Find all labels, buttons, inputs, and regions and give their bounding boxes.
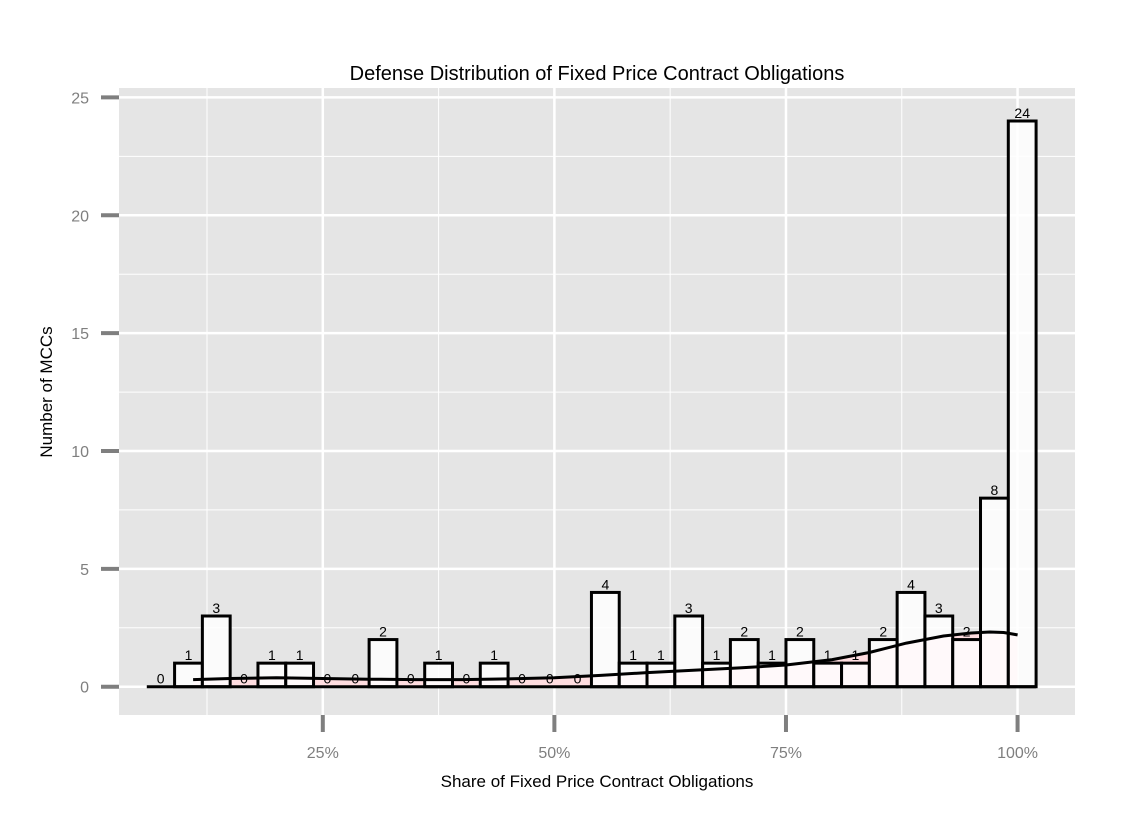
bar-count-label: 1 bbox=[852, 647, 860, 663]
histogram-bar bbox=[200, 614, 232, 689]
bar-count-label: 3 bbox=[212, 600, 220, 616]
histogram-bar bbox=[645, 661, 677, 689]
histogram-bar bbox=[728, 638, 760, 689]
y-axis-title: Number of MCCs bbox=[37, 326, 56, 457]
histogram-bar bbox=[951, 638, 983, 689]
density-curve bbox=[193, 630, 1018, 682]
bar-count-label: 2 bbox=[963, 624, 971, 640]
bar-count-label: 1 bbox=[713, 647, 721, 663]
y-tick-label: 20 bbox=[71, 208, 89, 225]
y-tick-label: 10 bbox=[71, 444, 89, 461]
histogram-bar bbox=[701, 661, 732, 689]
bar-count-label: 0 bbox=[462, 671, 470, 687]
bar-count-label: 0 bbox=[351, 671, 359, 687]
bar-count-label: 4 bbox=[907, 576, 915, 592]
bar-count-label: 8 bbox=[991, 482, 999, 498]
histogram-bar bbox=[284, 661, 316, 689]
bar-count-label: 24 bbox=[1014, 105, 1030, 121]
histogram-bar bbox=[840, 661, 871, 689]
histogram-bar bbox=[423, 661, 454, 689]
bar-count-label: 1 bbox=[268, 647, 276, 663]
bar-count-label: 2 bbox=[740, 624, 748, 640]
histogram-bar bbox=[673, 614, 705, 689]
histogram-bar bbox=[1006, 119, 1038, 689]
chart-title: Defense Distribution of Fixed Price Cont… bbox=[350, 63, 845, 85]
bar-count-label: 3 bbox=[935, 600, 943, 616]
bar-count-label: 1 bbox=[629, 647, 637, 663]
bar-count-label: 0 bbox=[324, 671, 332, 687]
bar-count-label: 1 bbox=[435, 647, 443, 663]
bar-count-label: 1 bbox=[185, 647, 193, 663]
histogram-bar bbox=[812, 661, 844, 689]
histogram-bar bbox=[979, 496, 1010, 689]
x-tick-label: 25% bbox=[307, 745, 339, 762]
bar-count-label: 1 bbox=[657, 647, 665, 663]
bar-count-label: 2 bbox=[379, 624, 387, 640]
y-tick-label: 5 bbox=[80, 562, 89, 579]
x-tick-label: 75% bbox=[770, 745, 802, 762]
bar-count-label: 3 bbox=[685, 600, 693, 616]
bar-count-label: 2 bbox=[796, 624, 804, 640]
bar-count-label: 0 bbox=[574, 671, 582, 687]
histogram-bar bbox=[256, 661, 288, 689]
x-tick-label: 100% bbox=[997, 745, 1038, 762]
histogram-bar bbox=[589, 590, 621, 689]
bar-count-label: 4 bbox=[601, 576, 609, 592]
bar-count-label: 0 bbox=[407, 671, 415, 687]
density-line-layer bbox=[146, 630, 1037, 689]
bar-count-label: 1 bbox=[768, 647, 776, 663]
bar-count-label: 1 bbox=[824, 647, 832, 663]
x-axis-title: Share of Fixed Price Contract Obligation… bbox=[441, 772, 754, 791]
y-tick-label: 15 bbox=[71, 326, 89, 343]
histogram-bar bbox=[923, 614, 955, 689]
bar-count-label: 1 bbox=[296, 647, 304, 663]
bar-count-label: 1 bbox=[490, 647, 498, 663]
y-tick-label: 0 bbox=[80, 680, 89, 697]
bar-count-label: 0 bbox=[240, 671, 248, 687]
bar-count-label: 2 bbox=[879, 624, 887, 640]
histogram-bar bbox=[478, 661, 510, 689]
x-tick-label: 50% bbox=[538, 745, 570, 762]
bar-count-label: 0 bbox=[157, 671, 165, 687]
bar-count-label: 0 bbox=[546, 671, 554, 687]
histogram-bar bbox=[173, 661, 204, 689]
bar-count-label: 0 bbox=[518, 671, 526, 687]
y-tick-label: 25 bbox=[71, 90, 89, 107]
